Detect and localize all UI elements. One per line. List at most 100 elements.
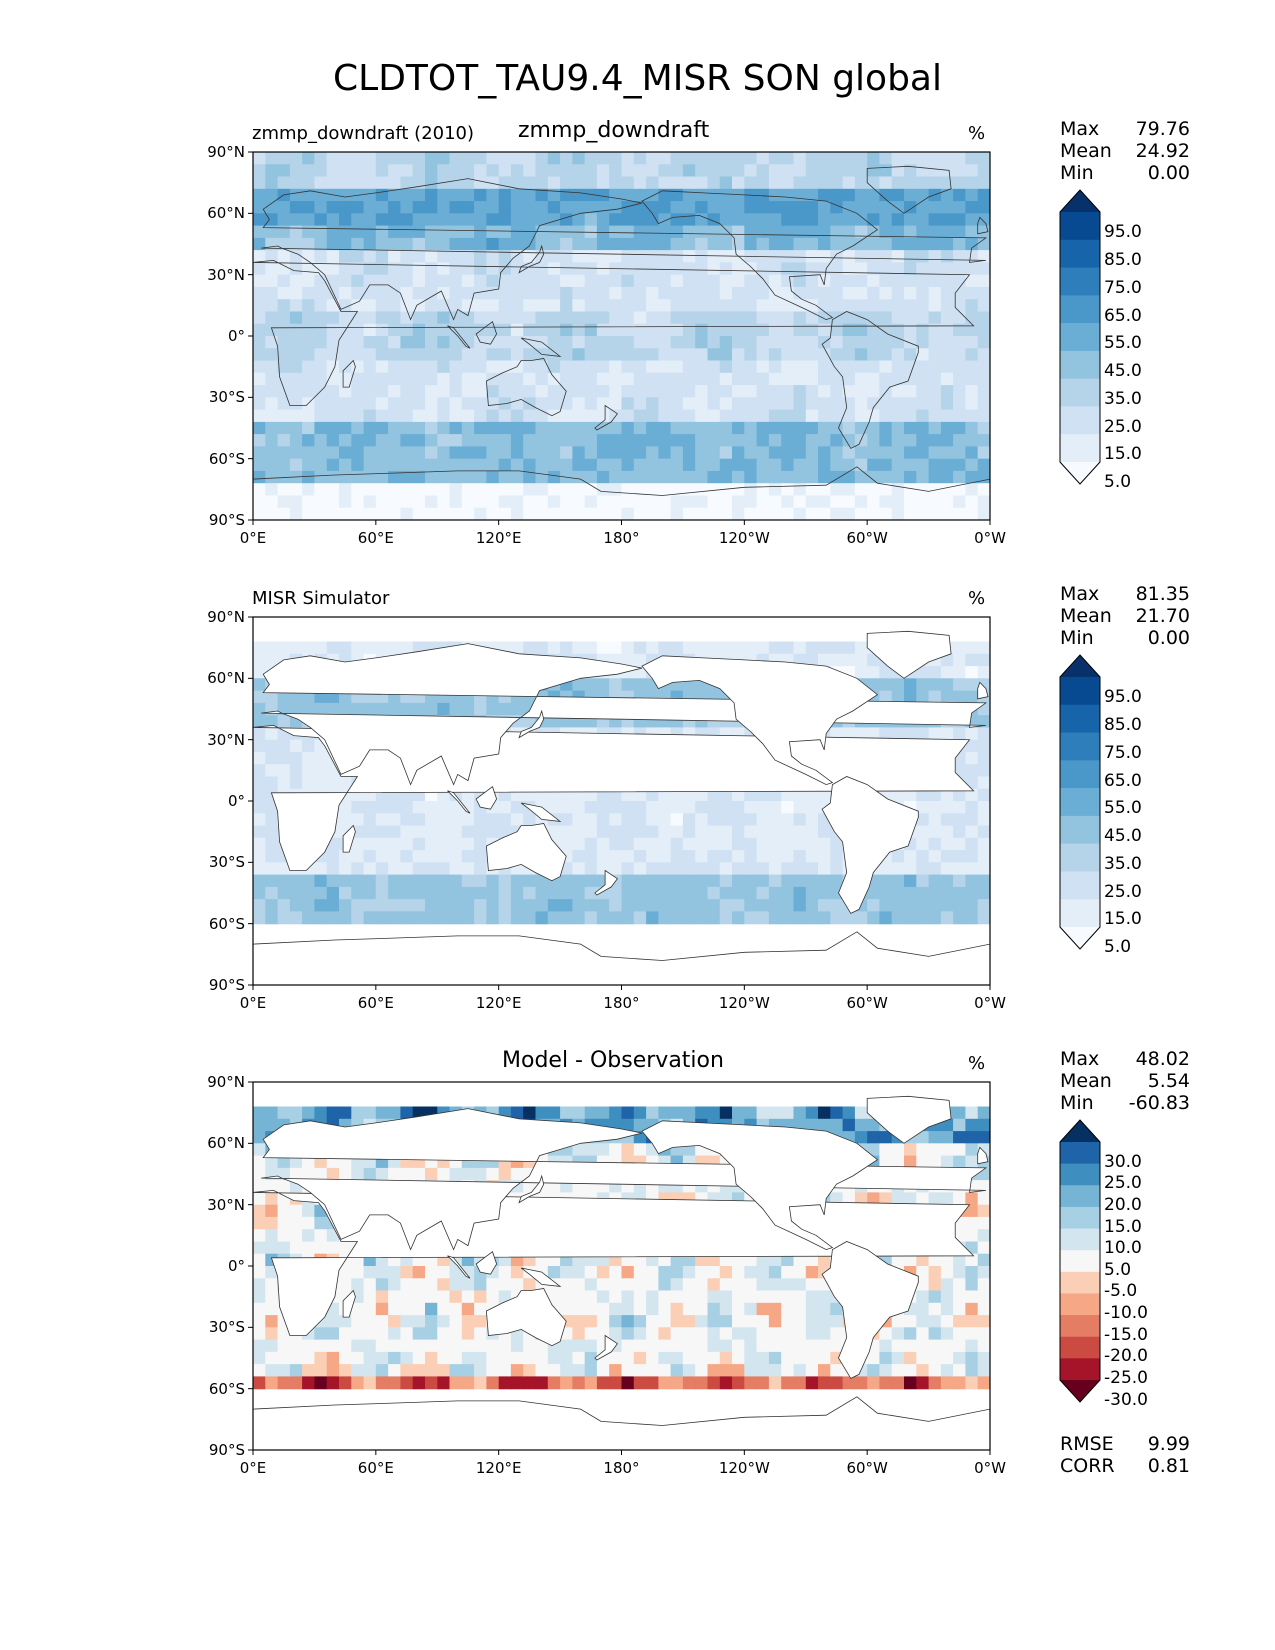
map-svg — [248, 616, 991, 990]
lon-tick-label: 120°W — [718, 1459, 770, 1477]
units-label: % — [968, 1053, 986, 1074]
lat-tick-label: 60°N — [207, 1134, 245, 1153]
colorbar-label: 35.0 — [1104, 853, 1142, 874]
lat-tick-label: 0° — [227, 327, 245, 345]
coastline-japan — [518, 709, 545, 739]
colorbar-cell — [1060, 1271, 1100, 1294]
map-svg — [248, 151, 991, 525]
lon-tick-label: 60°E — [357, 1459, 394, 1477]
units-label: % — [968, 588, 986, 609]
lon-tick-label: 0°W — [974, 994, 1006, 1012]
colorbar-label: 55.0 — [1104, 333, 1142, 354]
coastline-newguinea — [520, 1267, 562, 1287]
lat-tick-label: 60°S — [208, 914, 245, 933]
colorbar-extend-max — [1060, 1120, 1100, 1142]
colorbar-label: 15.0 — [1104, 909, 1142, 930]
coastline-uk — [977, 216, 989, 235]
lon-tick-label: 0°E — [239, 994, 267, 1012]
colorbar — [1059, 654, 1101, 950]
lon-tick-label: 60°E — [357, 994, 394, 1012]
coastline-sumatra — [447, 325, 471, 349]
coastline-eurasia — [261, 643, 988, 786]
figure-title: CLDTOT_TAU9.4_MISR SON global — [333, 58, 942, 99]
map-svg — [248, 1081, 991, 1455]
lat-tick-label: 30°S — [208, 388, 245, 407]
field-layer — [253, 617, 990, 985]
lon-tick-label: 120°W — [718, 994, 770, 1012]
colorbar-cell — [1060, 1185, 1100, 1208]
coastline-japan — [518, 244, 545, 274]
stats-box: Max 79.76 Mean 24.92 Min 0.00 — [1060, 118, 1190, 184]
lon-tick-label: 60°E — [357, 529, 394, 547]
rmse-value: 9.99 — [1147, 1433, 1190, 1455]
units-label: % — [968, 123, 986, 144]
coastline-newguinea — [520, 802, 562, 822]
max-value: 79.76 — [1135, 118, 1190, 140]
coastline-madagascar — [342, 824, 356, 853]
coastline-australia — [485, 358, 567, 417]
lon-tick-label: 180° — [603, 1459, 640, 1477]
lat-tick-label: 60°N — [207, 669, 245, 688]
coastline-africa — [253, 259, 975, 406]
corr-value: 0.81 — [1147, 1455, 1190, 1477]
panel-center-label: Model - Observation — [502, 1048, 724, 1073]
colorbar-label: 30.0 — [1104, 1151, 1142, 1172]
colorbar-label: 55.0 — [1104, 798, 1142, 819]
max-value: 48.02 — [1135, 1048, 1190, 1070]
lat-tick-label: 90°S — [208, 511, 245, 529]
colorbar-label: -5.0 — [1104, 1281, 1138, 1302]
colorbar-label: 45.0 — [1104, 361, 1142, 382]
coastline-sumatra — [447, 790, 471, 814]
min-value: 0.00 — [1147, 627, 1190, 649]
colorbar-label: 75.0 — [1104, 742, 1142, 763]
colorbar-label: 25.0 — [1104, 881, 1142, 902]
coastline-northamerica — [641, 655, 879, 786]
coastline-uk — [977, 1146, 989, 1165]
rmse-label: RMSE — [1060, 1433, 1114, 1455]
coastline-newguinea — [520, 337, 562, 357]
coastline-northamerica — [641, 190, 879, 321]
max-label: Max — [1060, 1048, 1100, 1070]
lon-tick-label: 60°W — [846, 994, 888, 1012]
colorbar-cell — [1060, 899, 1100, 928]
stats-box: Max 48.02 Mean 5.54 Min -60.83 — [1060, 1048, 1190, 1114]
mean-label: Mean — [1060, 1070, 1112, 1092]
error-stats-box: RMSE 9.99 CORR 0.81 — [1060, 1433, 1190, 1477]
lat-tick-label: 30°S — [208, 853, 245, 872]
field-layer — [253, 1082, 990, 1450]
colorbar-cell — [1060, 406, 1100, 435]
colorbar-extend-min — [1060, 927, 1100, 949]
min-label: Min — [1060, 162, 1094, 184]
colorbar-label: -25.0 — [1104, 1368, 1148, 1388]
colorbar-extend-max — [1060, 655, 1100, 677]
lat-tick-label: 90°N — [207, 608, 245, 626]
lon-tick-label: 0°W — [974, 1459, 1006, 1477]
min-label: Min — [1060, 627, 1094, 649]
lon-tick-label: 0°W — [974, 529, 1006, 547]
lat-tick-label: 90°N — [207, 143, 245, 161]
colorbar-cell — [1060, 871, 1100, 900]
coastline-antarctica — [253, 931, 990, 985]
lat-tick-label: 90°S — [208, 1441, 245, 1459]
colorbar-cell — [1060, 1336, 1100, 1359]
lon-tick-label: 0°E — [239, 529, 267, 547]
colorbar-cell — [1060, 677, 1100, 706]
colorbar-label: 85.0 — [1104, 250, 1142, 270]
colorbar-label: 75.0 — [1104, 277, 1142, 298]
min-value: 0.00 — [1147, 162, 1190, 184]
lon-tick-label: 120°E — [475, 529, 522, 547]
lon-tick-label: 120°E — [475, 1459, 522, 1477]
colorbar-label: -20.0 — [1104, 1346, 1148, 1367]
colorbar-cell — [1060, 1163, 1100, 1186]
colorbar-cell — [1060, 1293, 1100, 1316]
coastline-southamerica — [821, 1241, 919, 1379]
colorbar-cell — [1060, 1315, 1100, 1338]
colorbar-cell — [1060, 434, 1100, 463]
coastline-nzealand — [594, 404, 618, 431]
colorbar-label: 65.0 — [1104, 305, 1142, 326]
panel-model: zmmp_downdraft (2010) zmmp_downdraft % M… — [0, 118, 1275, 588]
colorbar-cell — [1060, 788, 1100, 817]
coastline-greenland — [866, 630, 952, 679]
coastline-antarctica — [253, 1396, 990, 1450]
colorbar — [1059, 189, 1101, 485]
